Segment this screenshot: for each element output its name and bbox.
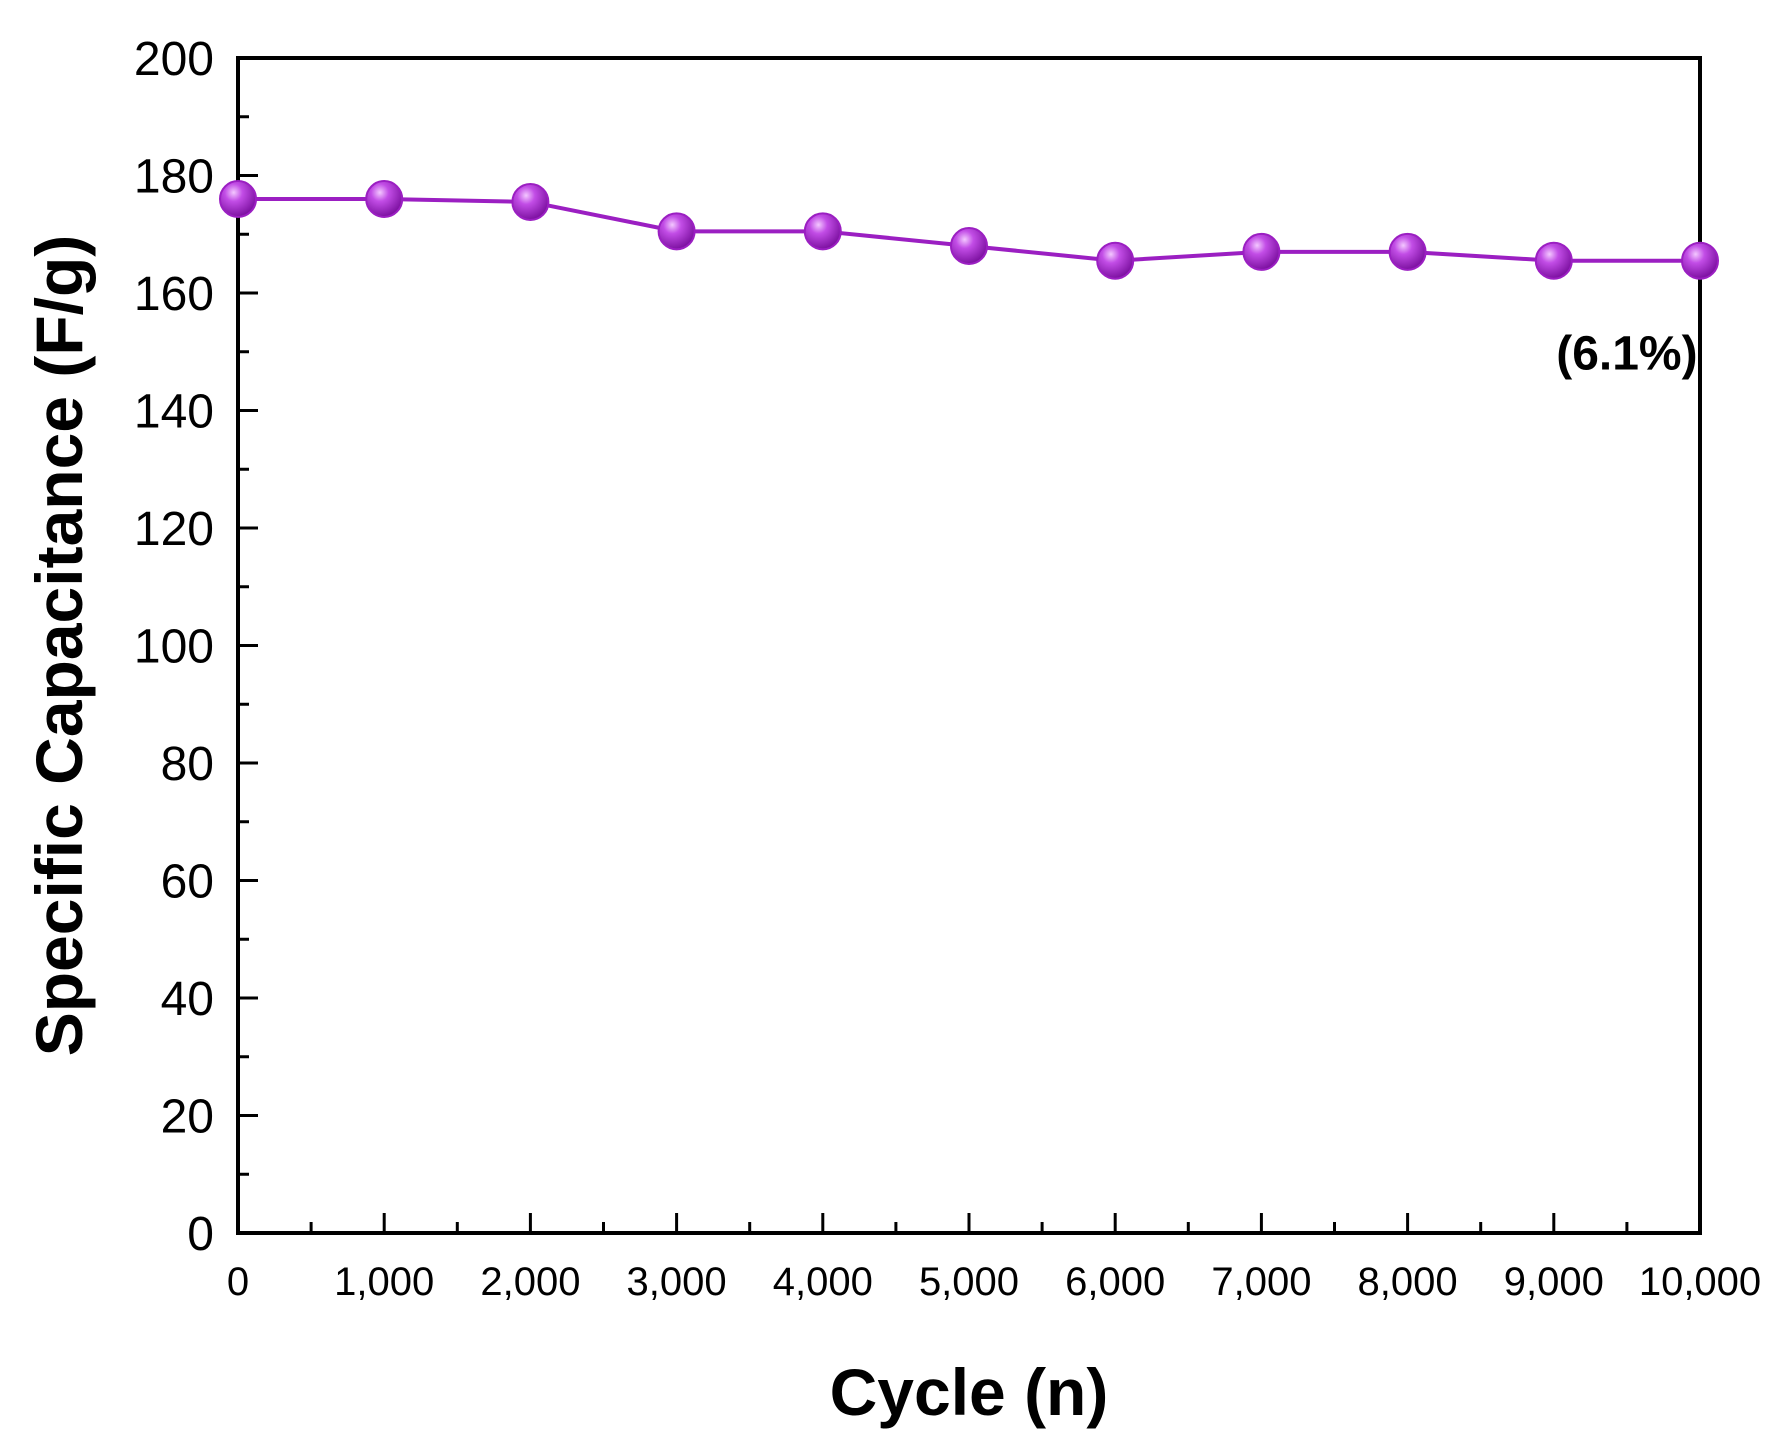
data-point: [1388, 232, 1427, 271]
data-point: [1096, 241, 1135, 280]
y-tick-label: 80: [161, 738, 214, 791]
y-tick-label: 120: [134, 503, 214, 556]
data-point: [511, 182, 550, 221]
y-tick-label: 40: [161, 973, 214, 1026]
data-point: [803, 212, 842, 251]
x-tick-label: 9,000: [1504, 1260, 1604, 1304]
data-point: [1242, 232, 1281, 271]
y-axis-title: Specific Capacitance (F/g): [22, 235, 96, 1057]
y-tick-label: 180: [134, 151, 214, 204]
data-point: [1681, 241, 1719, 280]
y-tick-label: 60: [161, 856, 214, 909]
data-point: [365, 180, 404, 218]
x-tick-label: 5,000: [919, 1260, 1019, 1304]
data-point: [1534, 241, 1573, 280]
x-tick-label: 4,000: [773, 1260, 873, 1304]
y-tick-label: 140: [134, 386, 214, 439]
data-point: [950, 227, 988, 265]
y-tick-label: 200: [134, 33, 214, 86]
annotation-label: (6.1%): [1556, 327, 1697, 380]
y-tick-label: 0: [187, 1208, 214, 1261]
x-tick-label: 7,000: [1211, 1260, 1311, 1304]
x-tick-label: 1,000: [334, 1260, 434, 1304]
x-tick-label: 0: [227, 1260, 249, 1304]
x-tick-label: 3,000: [627, 1260, 727, 1304]
y-tick-label: 20: [161, 1091, 214, 1144]
data-point: [657, 212, 696, 251]
x-tick-label: 8,000: [1358, 1260, 1458, 1304]
data-point: [219, 180, 257, 218]
y-tick-label: 100: [134, 621, 214, 674]
x-axis-title: Cycle (n): [830, 1355, 1109, 1429]
x-tick-label: 10,000: [1639, 1260, 1761, 1304]
x-tick-label: 6,000: [1065, 1260, 1165, 1304]
y-tick-label: 160: [134, 268, 214, 321]
x-tick-label: 2,000: [480, 1260, 580, 1304]
